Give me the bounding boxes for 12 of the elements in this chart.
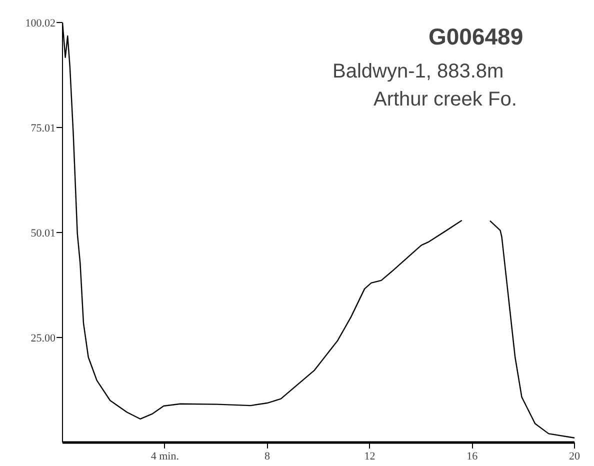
y-tick-label: 50.01: [30, 228, 56, 240]
y-tick-label: 75.01: [30, 122, 56, 135]
annotation: Arthur creek Fo.: [374, 88, 517, 110]
x-tick-label: 4 min.: [150, 450, 180, 462]
annotation: Baldwyn-1, 883.8m: [332, 60, 504, 82]
x-tick-label: 20: [569, 450, 580, 462]
y-tick-label: 100.02: [25, 18, 56, 30]
x-tick-label: 16: [466, 450, 478, 462]
x-tick-label: 8: [264, 450, 271, 462]
x-tick-label: 12: [364, 450, 376, 462]
y-tick-label: 25.00: [30, 332, 56, 345]
chart-title: G006489: [428, 24, 524, 50]
